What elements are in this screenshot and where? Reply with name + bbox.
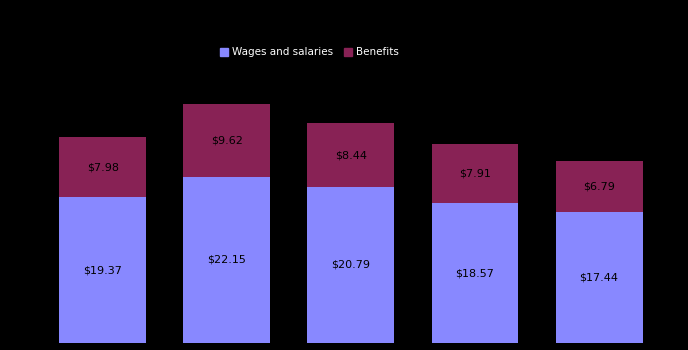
Bar: [431, 203, 519, 343]
Bar: [183, 104, 270, 176]
Bar: [183, 176, 270, 343]
Bar: [59, 138, 146, 197]
Text: $7.98: $7.98: [87, 162, 118, 173]
Text: $7.91: $7.91: [459, 169, 491, 179]
Text: $20.79: $20.79: [332, 260, 370, 270]
Bar: [308, 187, 394, 343]
Bar: [556, 212, 643, 343]
Text: $22.15: $22.15: [207, 255, 246, 265]
Text: $8.44: $8.44: [335, 150, 367, 160]
Bar: [556, 161, 643, 212]
Text: $6.79: $6.79: [583, 181, 615, 191]
Text: $19.37: $19.37: [83, 265, 122, 275]
Text: $17.44: $17.44: [579, 272, 619, 282]
Bar: [59, 197, 146, 343]
Legend: Wages and salaries, Benefits: Wages and salaries, Benefits: [220, 47, 399, 57]
Bar: [308, 123, 394, 187]
Bar: [431, 144, 519, 203]
Text: $9.62: $9.62: [211, 135, 243, 145]
Text: $18.57: $18.57: [455, 268, 495, 278]
